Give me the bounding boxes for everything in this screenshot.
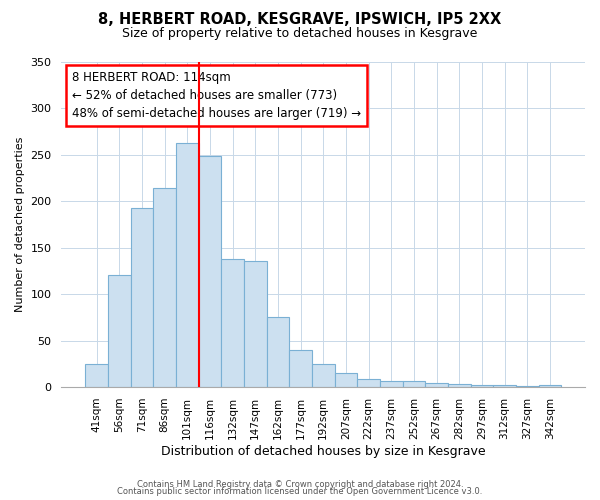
Bar bbox=[312, 364, 335, 387]
Bar bbox=[221, 258, 244, 387]
Text: 8 HERBERT ROAD: 114sqm
← 52% of detached houses are smaller (773)
48% of semi-de: 8 HERBERT ROAD: 114sqm ← 52% of detached… bbox=[72, 72, 361, 120]
Text: Contains public sector information licensed under the Open Government Licence v3: Contains public sector information licen… bbox=[118, 488, 482, 496]
Bar bbox=[108, 274, 131, 387]
Bar bbox=[516, 386, 539, 387]
X-axis label: Distribution of detached houses by size in Kesgrave: Distribution of detached houses by size … bbox=[161, 444, 485, 458]
Text: Size of property relative to detached houses in Kesgrave: Size of property relative to detached ho… bbox=[122, 28, 478, 40]
Bar bbox=[199, 156, 221, 387]
Bar bbox=[539, 385, 561, 387]
Text: Contains HM Land Registry data © Crown copyright and database right 2024.: Contains HM Land Registry data © Crown c… bbox=[137, 480, 463, 489]
Bar bbox=[266, 318, 289, 387]
Bar bbox=[425, 384, 448, 387]
Bar bbox=[380, 380, 403, 387]
Bar bbox=[335, 373, 357, 387]
Y-axis label: Number of detached properties: Number of detached properties bbox=[15, 136, 25, 312]
Bar bbox=[448, 384, 470, 387]
Bar bbox=[289, 350, 312, 387]
Bar bbox=[470, 385, 493, 387]
Bar bbox=[357, 378, 380, 387]
Bar bbox=[153, 188, 176, 387]
Bar bbox=[493, 385, 516, 387]
Bar bbox=[403, 380, 425, 387]
Bar bbox=[176, 144, 199, 387]
Bar bbox=[131, 208, 153, 387]
Bar bbox=[85, 364, 108, 387]
Bar bbox=[244, 260, 266, 387]
Text: 8, HERBERT ROAD, KESGRAVE, IPSWICH, IP5 2XX: 8, HERBERT ROAD, KESGRAVE, IPSWICH, IP5 … bbox=[98, 12, 502, 28]
